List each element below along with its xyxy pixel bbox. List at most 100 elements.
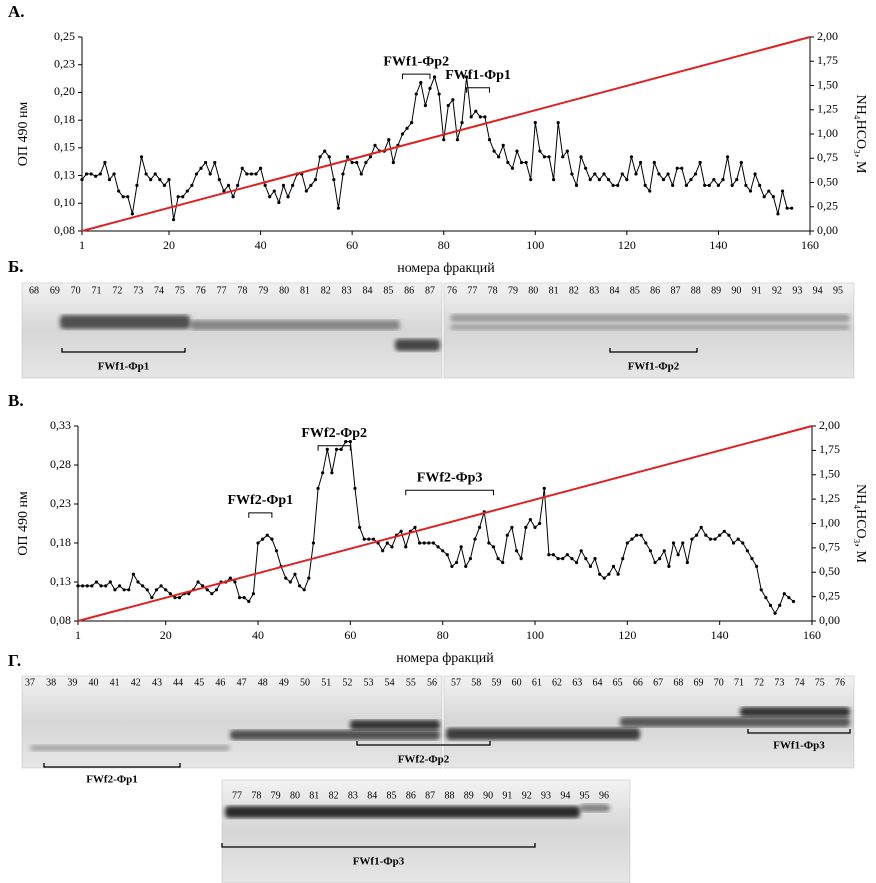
annotation: FWf2-Фр1 (228, 493, 294, 508)
gel-label: FWf1-Фр2 (628, 361, 680, 373)
lane-number: 94 (813, 285, 823, 296)
data-point (303, 588, 306, 591)
y2-tick-label: 1,25 (817, 102, 838, 116)
data-point (680, 167, 683, 170)
x-tick-label: 140 (711, 628, 729, 642)
y2-tick-label: 1,50 (819, 467, 840, 481)
lane-number: 77 (467, 285, 477, 296)
data-point (635, 534, 638, 537)
data-point (534, 121, 537, 124)
data-point (598, 573, 601, 576)
data-point (145, 172, 148, 175)
data-point (502, 144, 505, 147)
data-point (405, 127, 408, 130)
lane-number: 64 (592, 677, 602, 688)
lane-number: 38 (46, 677, 56, 688)
y-tick-label: 0,23 (50, 496, 71, 510)
data-point (132, 573, 135, 576)
data-point (612, 184, 615, 187)
data-point (644, 541, 647, 544)
y-tick-label: 0,25 (54, 29, 75, 43)
lane-number: 83 (589, 285, 599, 296)
data-point (598, 178, 601, 181)
data-point (372, 538, 375, 541)
data-point (671, 184, 674, 187)
data-point (250, 172, 253, 175)
lane-number: 92 (772, 285, 782, 296)
data-point (634, 172, 637, 175)
data-point (158, 178, 161, 181)
data-point (575, 561, 578, 564)
data-point (291, 184, 294, 187)
data-point (575, 184, 578, 187)
lane-number: 85 (630, 285, 640, 296)
gel-band (450, 324, 850, 330)
y-tick-label: 0,13 (50, 574, 71, 588)
data-point (566, 150, 569, 153)
data-point (557, 557, 560, 560)
lane-number: 73 (133, 285, 143, 296)
data-point (487, 541, 490, 544)
lane-number: 76 (447, 285, 457, 296)
data-point (367, 538, 370, 541)
data-point (746, 549, 749, 552)
data-point (95, 580, 98, 583)
data-point (415, 92, 418, 95)
data-point (209, 172, 212, 175)
data-point (538, 522, 541, 525)
data-point (351, 161, 354, 164)
data-point (510, 526, 513, 529)
data-point (245, 172, 248, 175)
data-point (602, 172, 605, 175)
data-point (337, 207, 340, 210)
gel-label: FWf2-Фр2 (398, 754, 450, 766)
y-tick-label: 0,18 (54, 112, 75, 126)
data-point (186, 189, 189, 192)
data-point (81, 584, 84, 587)
data-point (427, 541, 430, 544)
gel-label: FWf1-Фр3 (353, 856, 405, 868)
lane-number: 42 (131, 677, 141, 688)
y-tick-label: 0,33 (50, 418, 71, 432)
data-point (190, 184, 193, 187)
data-point (703, 184, 706, 187)
data-point (704, 534, 707, 537)
data-point (353, 487, 356, 490)
data-point (149, 178, 152, 181)
gel-band (580, 804, 610, 812)
data-line (78, 426, 812, 621)
data-point (136, 580, 139, 583)
data-point (763, 195, 766, 198)
data-point (446, 553, 449, 556)
lane-number: 90 (731, 285, 741, 296)
lane-number: 93 (792, 285, 802, 296)
lane-number: 78 (488, 285, 498, 296)
data-point (76, 584, 79, 587)
data-point (630, 538, 633, 541)
y-tick-label: 0,08 (50, 613, 71, 627)
data-point (305, 189, 308, 192)
lane-number: 68 (673, 677, 683, 688)
data-point (474, 110, 477, 113)
data-point (441, 549, 444, 552)
gel-label: FWf1-Фр3 (773, 740, 825, 752)
data-point (492, 150, 495, 153)
data-point (135, 184, 138, 187)
data-point (392, 161, 395, 164)
x-tick-label: 100 (526, 628, 544, 642)
y2-tick-label: 0,50 (819, 564, 840, 578)
lane-number: 81 (309, 790, 319, 801)
data-point (547, 553, 550, 556)
data-point (312, 541, 315, 544)
data-point (589, 565, 592, 568)
y-tick-label: 0,10 (54, 195, 75, 209)
y-tick-label: 0,15 (54, 140, 75, 154)
x-tick-label: 120 (618, 628, 636, 642)
y2-tick-label: 0,50 (817, 174, 838, 188)
lane-number: 78 (237, 285, 247, 296)
data-point (760, 588, 763, 591)
data-point (172, 218, 175, 221)
annotation-bracket (249, 513, 272, 518)
lane-number: 75 (175, 285, 185, 296)
lane-number: 63 (572, 677, 582, 688)
